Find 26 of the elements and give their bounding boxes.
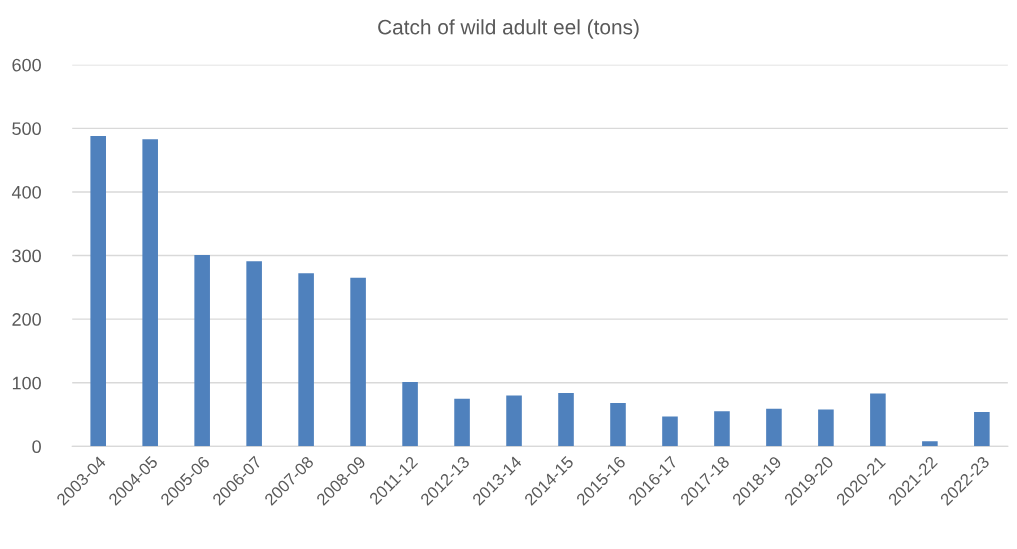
bar [454, 398, 470, 447]
bar [506, 395, 522, 447]
bar [766, 408, 782, 447]
bar [194, 254, 210, 447]
bar [90, 136, 106, 447]
bar [142, 139, 158, 447]
y-tick-label: 600 [12, 58, 41, 72]
bar [870, 393, 886, 447]
y-tick-label: 100 [12, 376, 41, 390]
chart-title: Catch of wild adult eel (tons) [378, 19, 639, 39]
bar [662, 416, 678, 447]
y-tick-label: 400 [11, 185, 41, 199]
bar [818, 409, 834, 447]
y-tick-label: 0 [32, 440, 41, 454]
bar [298, 273, 314, 447]
bar [350, 277, 366, 447]
bar [610, 403, 626, 447]
bar [558, 392, 574, 447]
y-tick-label: 300 [12, 249, 41, 263]
bar [714, 411, 730, 447]
bar [974, 412, 990, 447]
y-tick-label: 200 [12, 313, 41, 326]
bar [246, 261, 262, 447]
bar [922, 441, 938, 447]
bar [402, 382, 418, 447]
y-tick-label: 500 [12, 122, 41, 136]
